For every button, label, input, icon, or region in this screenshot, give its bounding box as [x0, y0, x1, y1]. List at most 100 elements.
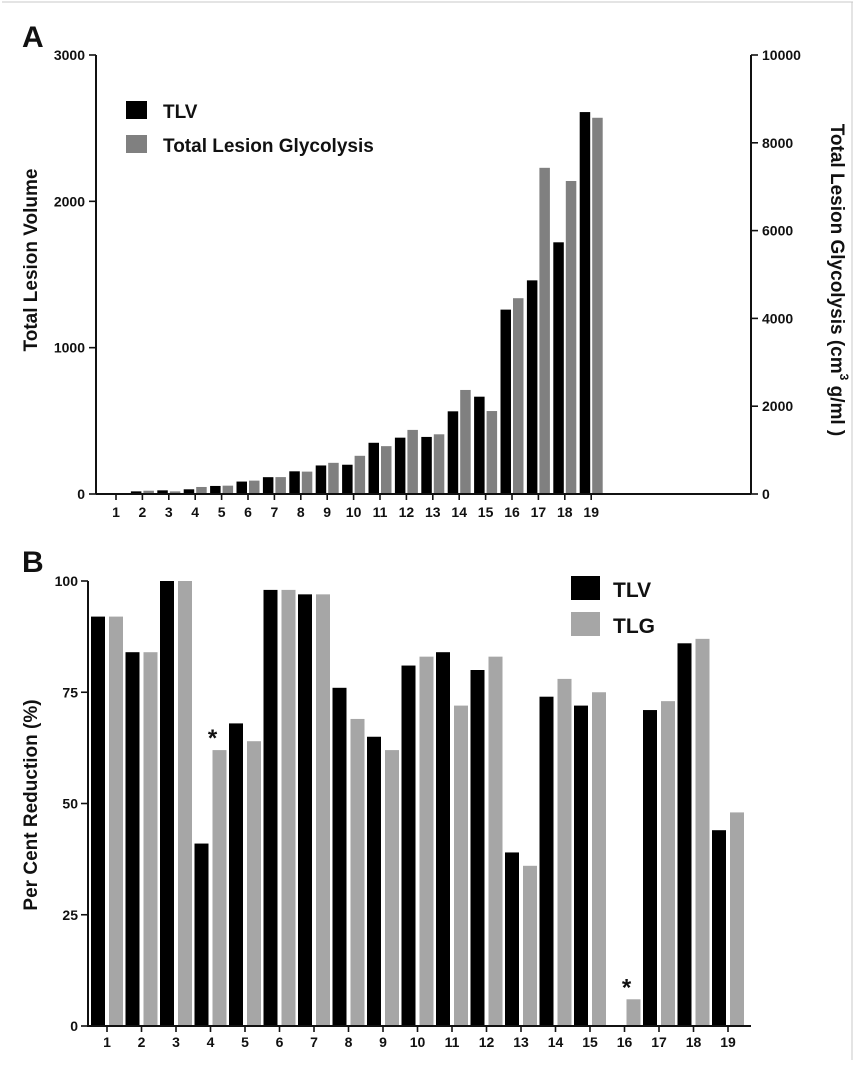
panel-a-x-tick-label: 8	[297, 504, 305, 520]
panel-a-x-tick-label: 18	[557, 504, 573, 520]
panel-a-bar-tlv-17	[526, 280, 538, 494]
panel-b-y-tick-label: 50	[62, 796, 78, 812]
panel-a-x-tick-label: 5	[218, 504, 226, 520]
panel-a-bars	[104, 112, 603, 495]
panel-a-bar-tlg-9	[328, 462, 339, 494]
panel-a-bar-tlv-19	[579, 112, 591, 494]
panel-b-x-tick-label: 16	[617, 1034, 633, 1050]
panel-b-x-tick-label: 14	[548, 1034, 564, 1050]
panel-a-right-axis-title-main: Total Lesion Glycolysis (cm	[826, 124, 847, 374]
panel-a-x-tick-label: 15	[478, 504, 494, 520]
panel-b-bar-tlg-5	[247, 741, 261, 1026]
panel-b-bar-tlv-1	[91, 616, 105, 1026]
panel-b-bar-tlg-4	[212, 750, 227, 1026]
panel-a-bar-tlv-11	[368, 442, 379, 494]
panel-a-x-tick-label: 17	[531, 504, 547, 520]
panel-b-bar-tlv-7	[298, 594, 312, 1026]
panel-a-bar-tlv-14	[447, 411, 459, 494]
panel-b-bar-tlg-6	[281, 589, 296, 1026]
panel-b-x-tick-label: 18	[686, 1034, 702, 1050]
panel-a-bar-tlg-4	[196, 486, 207, 494]
panel-b-bar-tlg-8	[350, 718, 365, 1026]
panel-b-bar-tlg-7	[316, 594, 330, 1026]
panel-b-x-tick-label: 2	[138, 1034, 146, 1050]
panel-a-bar-tlg-13	[433, 434, 445, 494]
panel-b-bar-tlv-18	[677, 643, 692, 1026]
panel-b-y-tick-label: 75	[62, 684, 78, 700]
panel-a-bar-tlg-6	[249, 480, 260, 494]
panel-a-bar-tlv-6	[236, 481, 247, 494]
panel-b-bars	[91, 581, 744, 1026]
panel-a-bar-tlv-15	[474, 396, 485, 494]
panel-b-bar-tlv-17	[643, 710, 657, 1026]
panel-b-bar-tlv-5	[229, 723, 243, 1026]
panel-a-x-axis-ticks: 1 2 3 4 5 6 7 8 9 10 11 12 13 14 15 16 17 18 19	[112, 494, 599, 520]
panel-a-bar-tlv-7	[262, 477, 274, 494]
panel-b-x-tick-label: 15	[582, 1034, 598, 1050]
panel-b-bar-tlv-14	[539, 696, 554, 1026]
panel-a-x-tick-label: 10	[346, 504, 362, 520]
panel-b-x-tick-label: 6	[276, 1034, 284, 1050]
panel-b-x-tick-label: 1	[103, 1034, 111, 1050]
panel-b-x-axis-ticks: 1 2 3 4 5 6 7 8 9 10 11 12 13 14 15 16 17 18 19	[103, 1026, 736, 1050]
panel-a-left-axis-ticks: 0 1000 2000 3000	[54, 47, 96, 502]
panel-b-legend: TLV TLG	[571, 576, 655, 638]
panel-b-bar-tlg-19	[730, 812, 744, 1026]
panel-a-bar-tlv-3	[157, 490, 168, 494]
panel-a-bar-tlg-3	[169, 491, 181, 494]
panel-b-bar-tlv-12	[470, 670, 485, 1026]
panel-b-annotations: **	[208, 725, 632, 1001]
panel-a-bar-tlg-8	[301, 471, 313, 494]
panel-a-bar-tlg-18	[565, 180, 577, 495]
panel-b-axis-lines	[87, 581, 751, 1027]
panel-b-bar-tlg-11	[454, 705, 468, 1026]
panel-b-x-tick-label: 9	[379, 1034, 387, 1050]
panel-b-bar-tlv-11	[436, 652, 450, 1026]
panel-b-bar-tlv-19	[712, 830, 726, 1026]
panel-a-bar-tlg-10	[354, 455, 366, 494]
panel-a-x-tick-label: 14	[451, 504, 467, 520]
panel-b-bar-tlg-1	[109, 616, 123, 1026]
panel-a-bar-tlg-5	[222, 485, 234, 494]
panel-a-x-tick-label: 9	[323, 504, 331, 520]
panel-a-bar-tlv-10	[342, 464, 353, 494]
panel-b-bar-tlg-12	[488, 656, 503, 1026]
panel-b-bar-tlg-2	[143, 652, 158, 1026]
panel-b-bar-tlg-16	[626, 999, 641, 1026]
panel-b-y-tick-label: 0	[70, 1018, 78, 1034]
panel-b-bar-tlv-6	[263, 589, 278, 1026]
panel-b-bar-tlg-13	[523, 865, 537, 1026]
panel-a-left-tick-label: 3000	[54, 47, 85, 63]
panel-a-x-tick-label: 11	[373, 504, 388, 520]
panel-a-left-tick-label: 1000	[54, 340, 85, 356]
panel-a-bar-tlg-16	[513, 298, 524, 494]
panel-a-legend: TLV Total Lesion Glycolysis	[126, 101, 374, 157]
panel-b-bar-tlg-14	[557, 678, 572, 1026]
panel-a-x-tick-label: 3	[165, 504, 173, 520]
panel-b-bar-tlg-17	[661, 701, 675, 1026]
panel-b-y-tick-label: 25	[62, 907, 78, 923]
panel-a-x-tick-label: 19	[583, 504, 599, 520]
panel-b-bar-tlv-4	[194, 843, 209, 1026]
panel-a-right-tick-label: 10000	[762, 47, 801, 63]
panel-a-x-tick-label: 1	[112, 504, 120, 520]
panel-a-right-axis-title: Total Lesion Glycolysis (cm3 g/ml )	[826, 124, 851, 437]
panel-b-x-tick-label: 10	[410, 1034, 426, 1050]
panel-a-legend-tlv-label: TLV	[163, 102, 198, 123]
panel-b-legend-tlv-label: TLV	[613, 579, 651, 602]
panel-b-x-tick-label: 12	[479, 1034, 495, 1050]
panel-a-right-axis-ticks: 0 2000 4000 6000 8000 10000	[751, 47, 801, 502]
panel-b-significance-asterisk: *	[622, 974, 632, 1001]
panel-b-y-axis-ticks: 0 25 50 75 100	[55, 573, 88, 1034]
panel-b-bar-tlv-3	[160, 581, 174, 1026]
panel-a-bar-tlg-17	[539, 167, 550, 494]
panel-a-x-tick-label: 12	[399, 504, 415, 520]
panel-a-right-axis-title-unit: g/ml )	[826, 380, 847, 436]
panel-b-x-tick-label: 11	[445, 1034, 460, 1050]
panel-a-x-tick-label: 2	[139, 504, 147, 520]
panel-a-legend-tlg-swatch	[126, 135, 147, 153]
panel-b-x-tick-label: 4	[207, 1034, 215, 1050]
panel-a-right-tick-label: 8000	[762, 135, 793, 151]
panel-b-legend-tlv-swatch	[571, 576, 600, 600]
